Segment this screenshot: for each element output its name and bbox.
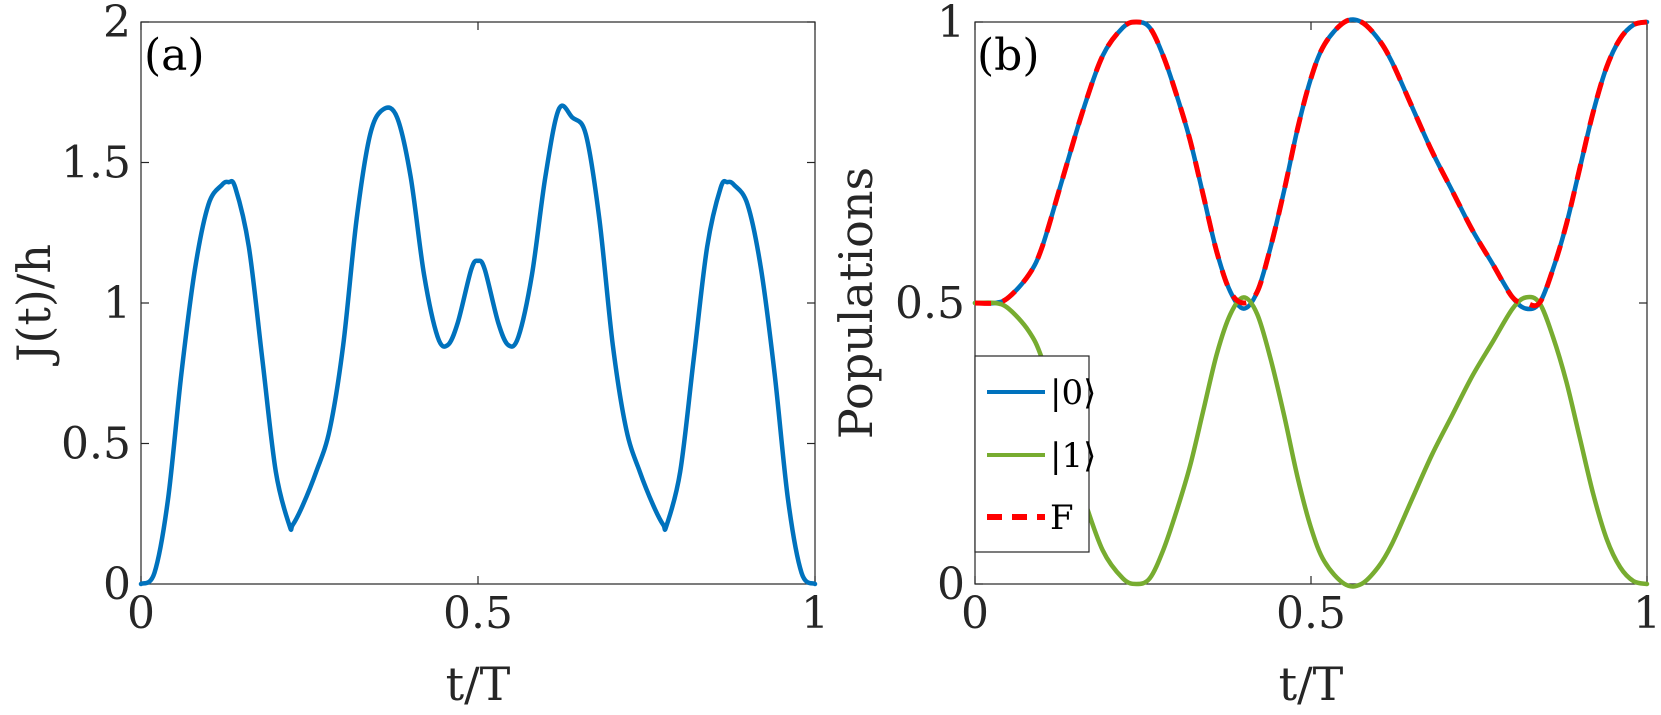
panel-b-xtick-label: 1 (1633, 588, 1661, 639)
panel-a-series-0-line (138, 103, 818, 587)
panel-a-ytick-label: 0 (103, 559, 131, 610)
panel-b-xtick-label: 0 (961, 588, 989, 639)
panel-a: 0 0.5 1 0 0.5 1 1.5 2 (a) t/T J(t)/h (7, 0, 829, 711)
panel-b-label: (b) (977, 30, 1040, 81)
panel-a-ticks: 0 0.5 1 0 0.5 1 1.5 2 (61, 0, 829, 639)
panel-b-series-1-line (972, 294, 1650, 589)
panel-b-xlabel: t/T (1279, 657, 1344, 711)
panel-a-ytick-label: 2 (103, 0, 131, 48)
legend-label-1: |1⟩ (1050, 436, 1096, 476)
panel-b: 0 0.5 1 0 0.5 1 (b) t/T Populations |0⟩ |1⟩ F (829, 0, 1661, 711)
legend-label-2: F (1050, 498, 1074, 538)
panel-a-ytick-label: 1.5 (61, 138, 131, 189)
panel-b-ytick-label: 0.5 (895, 278, 965, 329)
panel-a-xlabel: t/T (446, 657, 511, 711)
panel-b-ytick-label: 1 (937, 0, 965, 48)
panel-a-xtick-label: 0 (127, 588, 155, 639)
panel-a-xtick-label: 0.5 (443, 588, 513, 639)
panel-a-axes-box (140, 21, 816, 585)
panel-a-series (138, 103, 818, 587)
panel-a-label: (a) (144, 30, 205, 81)
panel-b-xtick-label: 0.5 (1276, 588, 1346, 639)
legend-label-0: |0⟩ (1050, 373, 1096, 413)
panel-a-ytick-label: 1 (103, 278, 131, 329)
panel-b-ytick-label: 0 (937, 559, 965, 610)
panel-a-ylabel: J(t)/h (7, 244, 61, 366)
panel-a-ytick-label: 0.5 (61, 419, 131, 470)
legend: |0⟩ |1⟩ F (974, 355, 1096, 553)
panel-a-xtick-label: 1 (801, 588, 829, 639)
panel-b-ticks: 0 0.5 1 0 0.5 1 (895, 0, 1661, 639)
panel-b-series (972, 17, 1650, 589)
panel-b-ylabel: Populations (829, 167, 883, 439)
panel-b-series-2-line (974, 17, 1648, 309)
